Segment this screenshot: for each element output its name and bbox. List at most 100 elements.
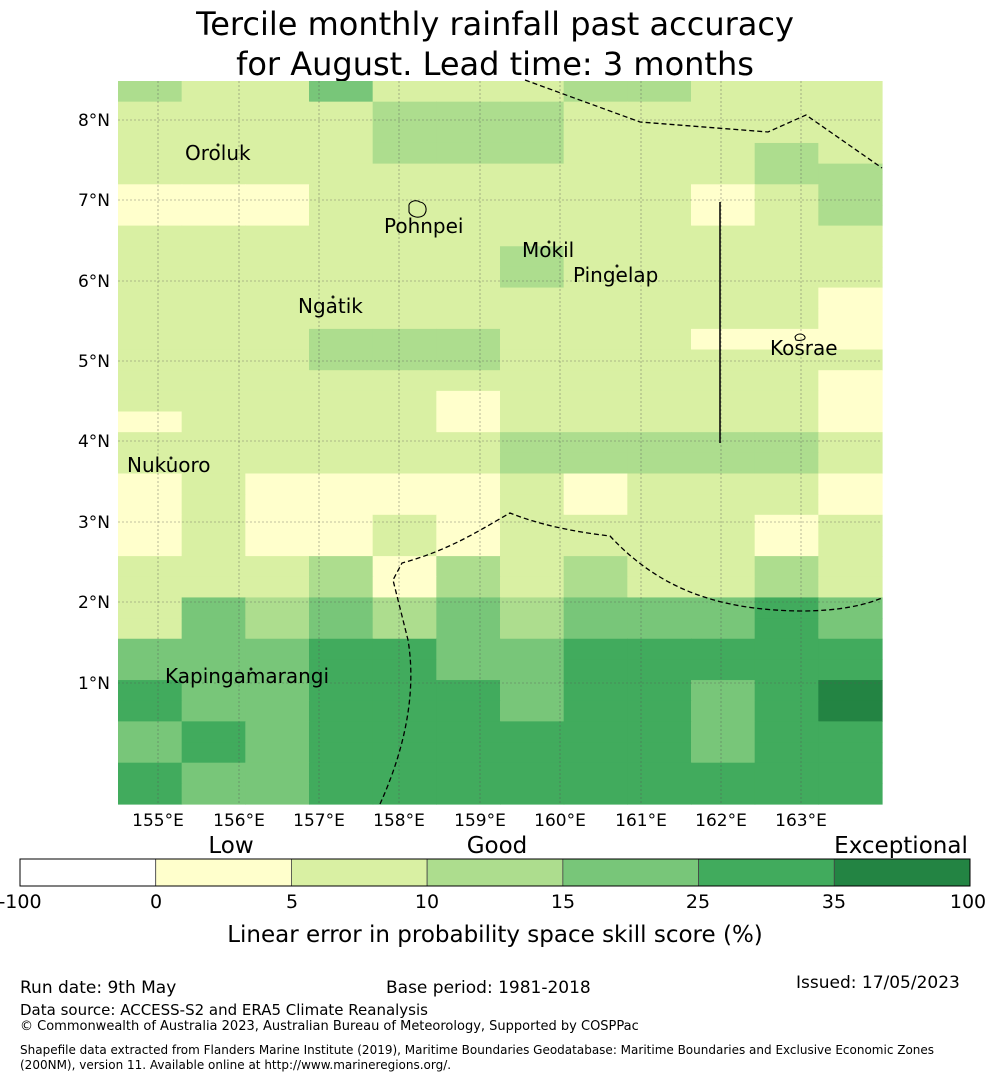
grid-cell — [372, 370, 437, 392]
grid-cell — [436, 184, 501, 206]
grid-cell — [436, 659, 501, 681]
colorbar-label: Linear error in probability space skill … — [227, 922, 763, 948]
grid-cell — [118, 163, 183, 185]
colorbar-segment — [562, 858, 699, 887]
grid-cell — [691, 514, 756, 537]
grid-cell — [181, 142, 246, 165]
grid-cell — [500, 163, 565, 185]
colorbar-tick-15: 15 — [551, 891, 575, 913]
grid-cell — [754, 163, 819, 185]
lat-label-3n: 3°N — [78, 513, 110, 533]
grid-cell — [436, 163, 501, 185]
kapingamarangi-atoll — [249, 667, 253, 671]
grid-cell — [309, 349, 374, 371]
grid-cell — [436, 308, 501, 330]
grid-cell — [563, 184, 628, 206]
grid-cell — [245, 163, 310, 185]
grid-cell — [818, 101, 883, 123]
grid-cell — [436, 246, 501, 268]
grid-cell — [118, 390, 183, 413]
grid-cell — [309, 659, 374, 681]
grid-cell — [500, 473, 565, 495]
grid-cell — [691, 597, 756, 619]
grid-cell — [627, 576, 692, 599]
grid-cell — [627, 163, 692, 185]
grid-cell — [627, 473, 692, 495]
grid-cell — [181, 101, 246, 123]
grid-cell — [181, 576, 246, 599]
mokil-atoll — [547, 240, 551, 244]
grid-cell — [691, 142, 756, 165]
grid-cell — [436, 81, 501, 103]
grid-cell — [181, 204, 246, 227]
grid-cell — [118, 308, 183, 330]
grid-cell — [245, 246, 310, 268]
grid-cell — [372, 494, 437, 516]
grid-cell — [818, 556, 883, 578]
grid-cell — [309, 556, 374, 578]
grid-cell — [118, 225, 183, 247]
grid-cell — [245, 783, 310, 805]
grid-cell — [691, 287, 756, 309]
grid-cell — [118, 142, 183, 165]
grid-cell — [754, 308, 819, 330]
category-label-good: Good — [467, 833, 528, 859]
grid-cell — [563, 742, 628, 764]
title-line-1: Tercile monthly rainfall past accuracy — [196, 5, 794, 43]
grid-cell — [500, 349, 565, 371]
grid-cell — [563, 122, 628, 144]
grid-cell — [181, 762, 246, 784]
grid-cell — [181, 287, 246, 309]
grid-cell — [627, 328, 692, 351]
grid-cell — [372, 122, 437, 144]
grid-cell — [245, 452, 310, 475]
grid-cell — [818, 308, 883, 330]
grid-cell — [563, 349, 628, 371]
grid-cell — [563, 390, 628, 413]
nukuoro-atoll — [169, 456, 173, 460]
grid-cell — [118, 556, 183, 578]
grid-cell — [500, 700, 565, 722]
grid-cell — [309, 742, 374, 764]
colorbar-tick-25: 25 — [686, 891, 710, 913]
grid-cell — [181, 721, 246, 743]
grid-cell — [691, 349, 756, 371]
grid-cell — [181, 308, 246, 330]
grid-cell — [245, 700, 310, 722]
grid-cell — [118, 700, 183, 722]
grid-cell — [691, 700, 756, 722]
grid-cell — [818, 659, 883, 681]
colorbar-segment — [833, 858, 971, 887]
grid-cell — [245, 576, 310, 599]
grid-cell — [500, 452, 565, 475]
grid-cell — [818, 762, 883, 784]
colorbar — [19, 858, 971, 887]
grid-cell — [118, 328, 183, 351]
grid-cell — [436, 204, 501, 227]
lon-label-157e: 157°E — [293, 811, 345, 831]
grid-cell — [500, 266, 565, 289]
grid-cell — [436, 452, 501, 475]
grid-cell — [372, 184, 437, 206]
grid-cell — [372, 514, 437, 537]
grid-cell — [818, 349, 883, 371]
grid-cell — [691, 638, 756, 660]
grid-cell — [563, 473, 628, 495]
grid-cell — [691, 411, 756, 433]
grid-cell — [309, 638, 374, 660]
grid-cell — [181, 597, 246, 619]
lat-label-2n: 2°N — [78, 593, 110, 613]
grid-cell — [754, 81, 819, 103]
grid-cell — [563, 81, 628, 103]
grid-cell — [118, 535, 183, 557]
grid-cell — [818, 225, 883, 247]
grid-cell — [500, 390, 565, 413]
grid-cell — [372, 473, 437, 495]
grid-cell — [500, 122, 565, 144]
grid-cell — [118, 473, 183, 495]
grid-cell — [691, 266, 756, 289]
grid-cell — [181, 556, 246, 578]
grid-cell — [627, 659, 692, 681]
grid-cell — [691, 618, 756, 640]
grid-cell — [754, 762, 819, 784]
